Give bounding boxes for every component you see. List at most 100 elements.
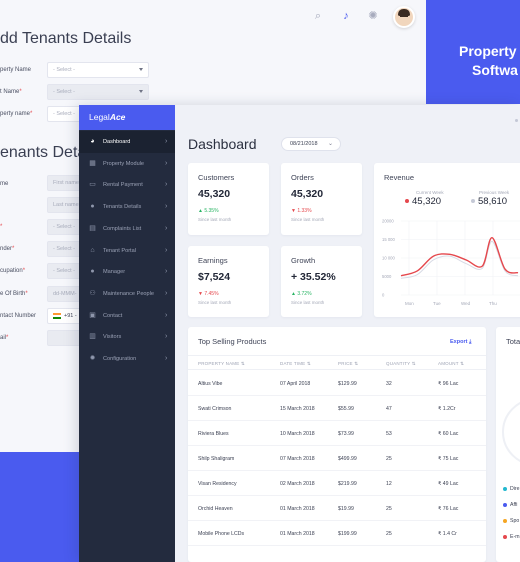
legend-dot — [503, 486, 507, 491]
avatar[interactable] — [393, 6, 415, 28]
table-cell: 01 March 2018 — [280, 531, 315, 537]
table-cell: 53 — [386, 431, 392, 437]
sidebar-item-maintenance-people[interactable]: ⚇ Maintenance People › — [79, 283, 175, 305]
logo[interactable]: LegalAce — [79, 105, 175, 130]
chevron-down-icon — [139, 90, 143, 93]
date-picker[interactable]: 08/21/2018 ⌄ — [281, 137, 341, 151]
card-subtext: Since last month — [291, 300, 325, 305]
table-cell: Mobile Phone LCDs — [198, 531, 245, 537]
card-title: Revenue — [384, 173, 415, 182]
sidebar-item-visitors[interactable]: ▥ Visitors › — [79, 326, 175, 348]
chevron-right-icon: › — [165, 333, 168, 341]
column-header[interactable]: AMOUNT ⇅ — [438, 361, 465, 366]
table-cell: ₹ 49 Lac — [438, 481, 459, 487]
card-value: + 35.52% — [291, 271, 336, 283]
export-button[interactable]: Export ⤓ — [450, 339, 472, 345]
card-delta: ▲ 3.72% — [291, 291, 312, 297]
manager-icon: ● — [90, 268, 95, 276]
column-header[interactable]: DATE TIME ⇅ — [280, 361, 311, 366]
table-cell: 12 — [386, 481, 392, 487]
table-cell: Visan Residency — [198, 481, 237, 487]
sidebar-item-tenants-details[interactable]: ● Tenants Details › — [79, 196, 175, 218]
sidebar-item-label: Maintenance People — [103, 290, 155, 297]
sidebar-item-label: Tenant Portal — [103, 247, 136, 254]
table-cell: 01 March 2018 — [280, 506, 315, 512]
table-header — [188, 355, 486, 370]
sidebar-item-manager[interactable]: ● Manager › — [79, 261, 175, 283]
legend-item: Affi — [503, 502, 517, 508]
sidebar-item-property-module[interactable]: ▦ Property Module › — [79, 153, 175, 175]
sidebar-item-label: Property Module — [103, 160, 145, 167]
table-row[interactable]: Altius Vibe 07 April 2018 $129.99 32 ₹ 96 La… — [188, 371, 486, 396]
legend-dot — [405, 199, 409, 204]
card-value: 45,320 — [291, 188, 324, 200]
chevron-right-icon: › — [165, 289, 168, 297]
india-flag-icon — [53, 312, 61, 319]
card-subtext: Since last month — [198, 300, 232, 305]
unit-name-select[interactable]: - Select - — [47, 84, 149, 100]
sort-icon: ⇅ — [460, 361, 465, 366]
revenue-chart: 0 5000 10 000 15 000 20000 Mon Tue Wed Thu — [382, 219, 520, 306]
previous-week-label: Previous Week — [479, 190, 510, 195]
sort-icon: ⇅ — [411, 361, 416, 366]
sidebar-item-rental-payment[interactable]: ▭ Rental Payment › — [79, 174, 175, 196]
table-row[interactable]: Visan Residency 02 March 2018 $219.99 12 ₹ 4… — [188, 471, 486, 496]
legend-dot — [471, 199, 475, 204]
table-cell: 02 March 2018 — [280, 481, 315, 487]
chevron-right-icon: › — [165, 311, 168, 319]
y-tick-label: 0 — [382, 293, 385, 298]
table-cell: $199.99 — [338, 531, 357, 537]
table-cell: 25 — [386, 506, 392, 512]
table-cell: $129.99 — [338, 381, 357, 387]
card-subtext: Since last month — [198, 217, 232, 222]
card-title: Tota — [506, 337, 520, 346]
sidebar-item-label: Contact — [103, 312, 123, 319]
table-cell: Orchid Heaven — [198, 506, 233, 512]
promo-panel: Property Softwa — [426, 0, 520, 104]
sidebar-item-label: Rental Payment — [103, 182, 143, 189]
table-row[interactable]: Shilp Shaligram 07 March 2018 $499.99 25 ₹ 7… — [188, 446, 486, 471]
table-cell: $73.99 — [338, 431, 354, 437]
customers-card: Customers 45,320 ▲ 5.35% Since last mont… — [188, 163, 269, 235]
menu-dot-icon[interactable] — [515, 119, 518, 122]
sidebar-item-configuration[interactable]: ✹ Configuration › — [79, 348, 175, 370]
table-row[interactable]: Swati Crimson 15 March 2018 $55.99 47 ₹ 1.2C… — [188, 396, 486, 421]
search-icon[interactable]: ⌕ — [314, 10, 322, 22]
chevron-right-icon: › — [165, 159, 168, 167]
sort-icon: ⇅ — [240, 361, 245, 366]
table-cell: $219.99 — [338, 481, 357, 487]
card-delta: ▼ 1.33% — [291, 208, 312, 214]
column-header[interactable]: PROPERTY NAME ⇅ — [198, 361, 245, 366]
chevron-right-icon: › — [165, 355, 168, 362]
table-cell: 47 — [386, 406, 392, 412]
table-cell: ₹ 1.4 Cr — [438, 531, 457, 537]
column-header[interactable]: QUANTITY ⇅ — [386, 361, 416, 366]
y-tick-label: 20000 — [382, 219, 394, 224]
property-name-select[interactable]: - Select - — [47, 62, 149, 78]
gear-icon[interactable]: ✺ — [368, 10, 378, 22]
x-tick-label: Mon — [405, 301, 414, 306]
table-row[interactable]: Orchid Heaven 01 March 2018 $19.99 25 ₹ 76 L… — [188, 496, 486, 521]
card-delta: ▲ 5.35% — [198, 208, 219, 214]
column-header[interactable]: PRICE ⇅ — [338, 361, 359, 366]
table-cell: $499.99 — [338, 456, 357, 462]
table-row[interactable]: Mobile Phone LCDs 01 March 2018 $199.99 25 ₹… — [188, 521, 486, 546]
y-tick-label: 5000 — [382, 274, 392, 279]
earnings-card: Earnings $7,524 ▼ 7.45% Since last month — [188, 246, 269, 317]
bell-icon[interactable]: ♪ — [343, 10, 349, 22]
sidebar-item-dashboard[interactable]: ◕ Dashboard › — [79, 131, 175, 153]
sidebar-item-contact[interactable]: ▣ Contact › — [79, 305, 175, 327]
home-icon: ⌂ — [90, 246, 95, 254]
chevron-right-icon: › — [165, 224, 168, 232]
table-cell: 07 April 2018 — [280, 381, 311, 387]
table-row[interactable]: Riviera Blues 10 March 2018 $73.99 53 ₹ 60 L… — [188, 421, 486, 446]
visitors-icon: ▥ — [89, 333, 96, 341]
form-title: dd Tenants Details — [0, 30, 132, 47]
sidebar-item-complaints-list[interactable]: ▤ Complaints List › — [79, 218, 175, 240]
background-topbar: ⌕ ♪ ✺ — [0, 0, 426, 34]
field-label: * — [0, 224, 3, 230]
table-cell: Riviera Blues — [198, 431, 229, 437]
sidebar-item-tenant-portal[interactable]: ⌂ Tenant Portal › — [79, 240, 175, 262]
top-selling-products-card: Top Selling Products Export ⤓ PROPERTY N… — [188, 327, 486, 562]
table-cell: ₹ 76 Lac — [438, 506, 459, 512]
